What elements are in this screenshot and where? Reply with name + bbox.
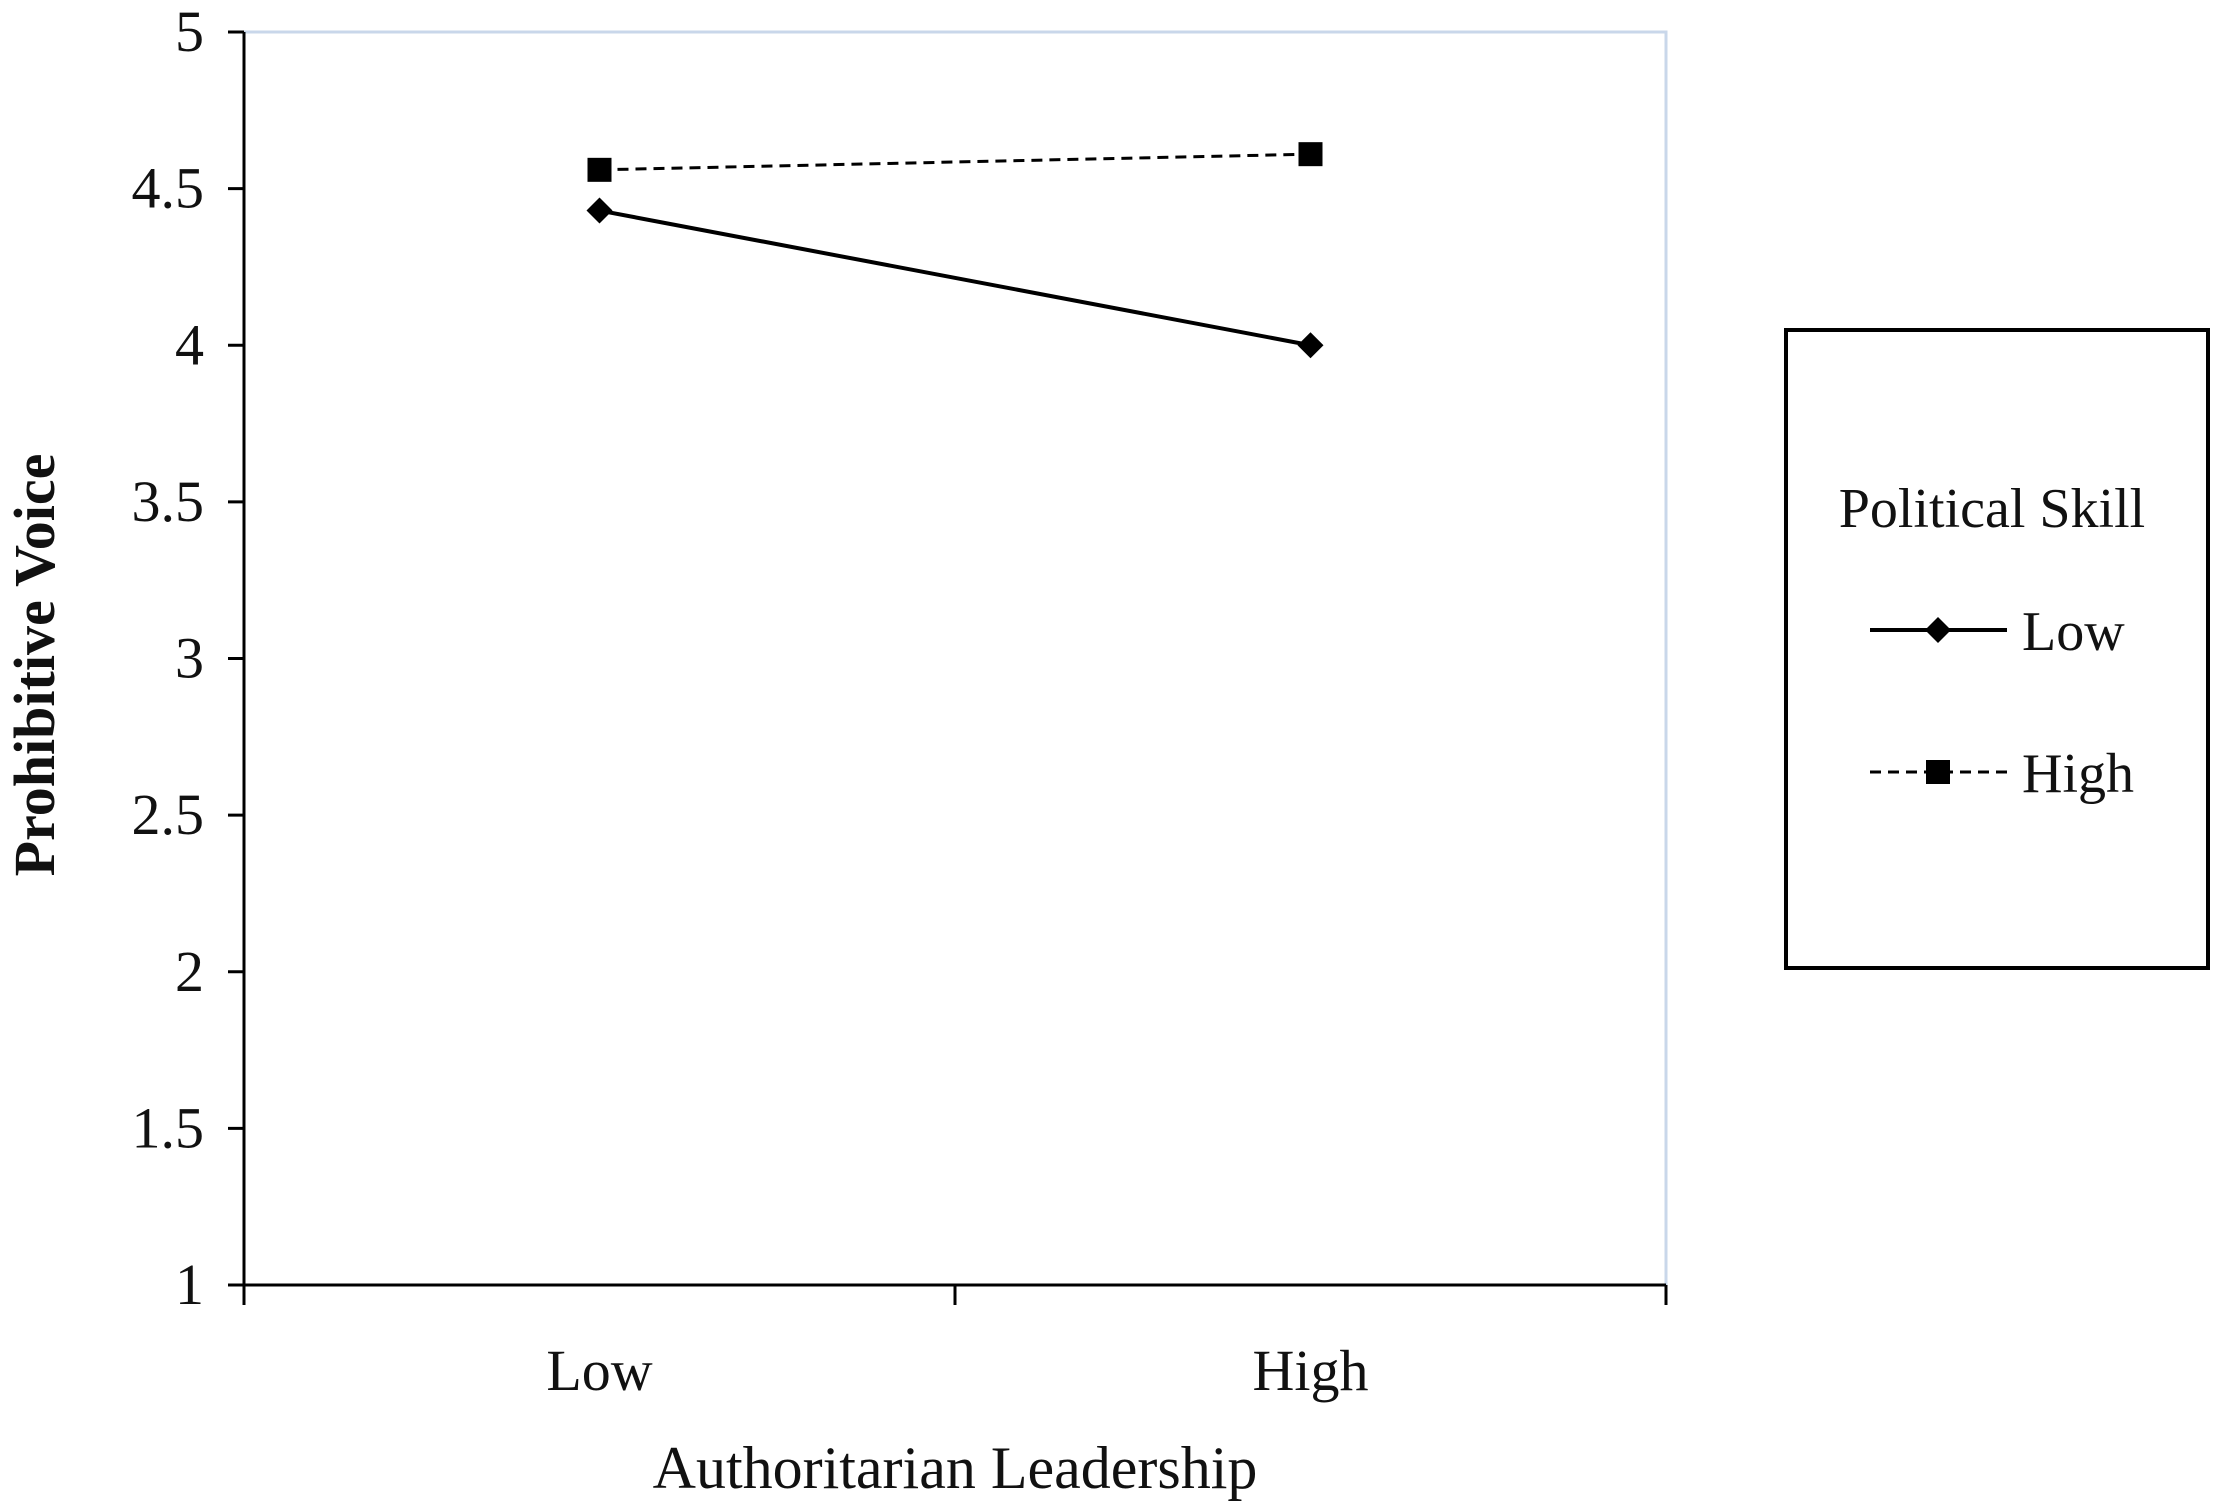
legend-label-low: Low	[2022, 601, 2125, 663]
series-line-high	[599, 152, 1311, 172]
plot-area	[242, 30, 1668, 1287]
y-tick-label: 4.5	[132, 156, 205, 221]
y-tick-label: 3.5	[132, 469, 205, 534]
x-axis-ticks: Low High	[242, 1285, 1668, 1403]
data-point-high-0	[587, 157, 612, 182]
y-tick-label: 1	[175, 1252, 204, 1317]
y-axis-title: Prohibitive Voice	[2, 454, 67, 877]
y-tick-label: 4	[175, 312, 204, 377]
y-tick-label: 2.5	[132, 782, 205, 847]
x-tick-label: High	[1253, 1338, 1369, 1403]
legend-label-high: High	[2022, 743, 2134, 805]
legend-title: Political Skill	[1839, 478, 2145, 540]
data-point-low-0	[586, 197, 613, 224]
legend-box	[1784, 328, 2210, 970]
series-line-low	[599, 208, 1311, 348]
y-tick-label: 5	[175, 0, 204, 64]
y-tick-label: 1.5	[132, 1095, 205, 1160]
x-tick-label: Low	[546, 1338, 652, 1403]
x-axis-title: Authoritarian Leadership	[653, 1435, 1258, 1501]
data-point-high-1	[1298, 142, 1323, 167]
data-point-low-1	[1297, 332, 1324, 359]
legend-marker-low	[1925, 617, 1951, 643]
y-axis-ticks: 1 1.5 2 2.5 3 3.5 4 4.5 5	[132, 0, 244, 1317]
legend-marker-high	[1926, 760, 1950, 784]
y-tick-label: 2	[175, 939, 204, 1004]
y-tick-label: 3	[175, 626, 204, 691]
legend: Political Skill Low High	[1784, 328, 2210, 970]
series-layer	[586, 142, 1324, 359]
